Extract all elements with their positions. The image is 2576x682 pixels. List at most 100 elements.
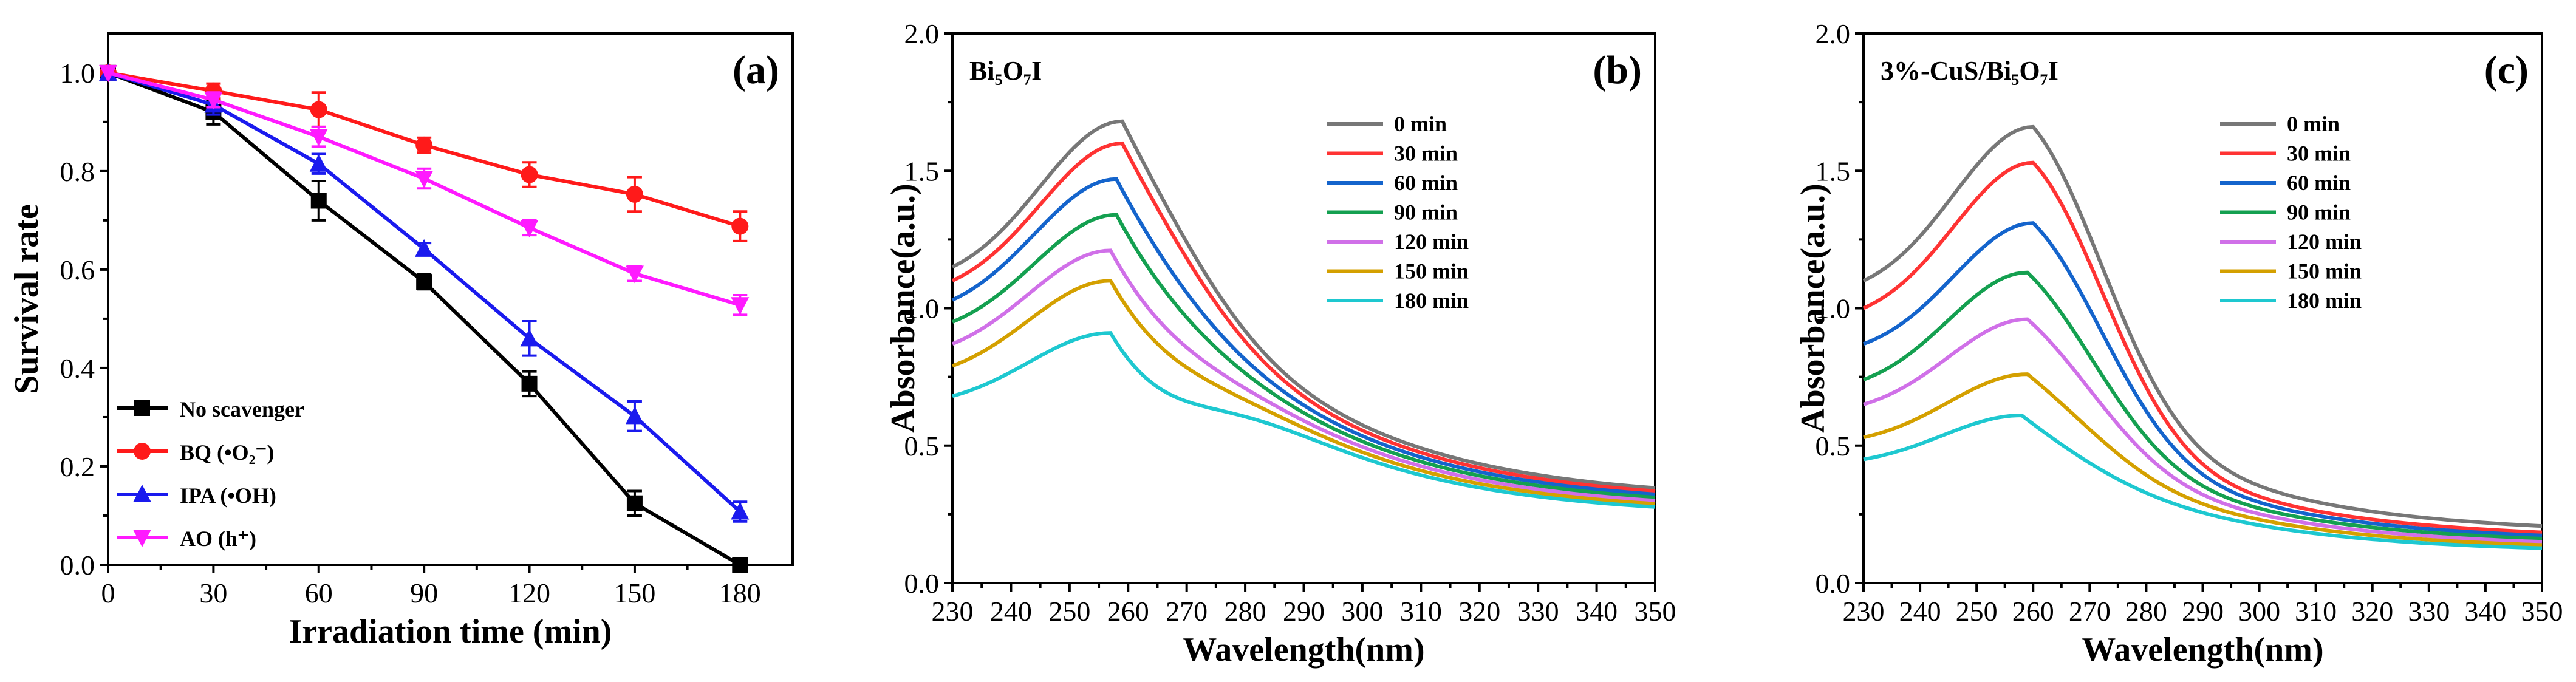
legend: 0 min 30 min 60 min 90 min 120 min 150 min 180… bbox=[1327, 112, 1469, 313]
x-tick-label: 240 bbox=[1899, 596, 1941, 627]
legend-label: 90 min bbox=[2287, 200, 2351, 225]
x-tick-label: 310 bbox=[1400, 596, 1442, 627]
x-tick-label: 300 bbox=[1341, 596, 1383, 627]
x-tick-label: 30 bbox=[199, 578, 227, 609]
data-point bbox=[520, 220, 539, 238]
panel-a-survival-chart: 0 30 60 90 120 150 180 0.0 0.2 0.4 0.6 0.8 1.0 Irradi… bbox=[8, 32, 794, 650]
x-tick-label: 290 bbox=[1283, 596, 1325, 627]
data-point bbox=[309, 129, 328, 147]
legend: 0 min 30 min 60 min 90 min 120 min 150 min 180… bbox=[2220, 112, 2362, 313]
panel-label: (a) bbox=[733, 48, 779, 92]
x-tick-label: 320 bbox=[2351, 596, 2393, 627]
x-axis-label: Wavelength(nm) bbox=[2082, 631, 2323, 669]
legend-label: No scavenger bbox=[180, 397, 304, 421]
spectrum-line-1 bbox=[951, 141, 1656, 493]
y-axis-label: Survival rate bbox=[8, 204, 46, 394]
spectrum-line-4 bbox=[951, 248, 1656, 503]
x-tick-label: 330 bbox=[2408, 596, 2450, 627]
y-tick-label: 2.0 bbox=[904, 18, 940, 49]
x-tick-label: 310 bbox=[2295, 596, 2337, 627]
x-tick-label: 260 bbox=[1107, 596, 1149, 627]
data-point bbox=[133, 485, 151, 502]
x-tick-label: 120 bbox=[508, 578, 550, 609]
spectrum-line-5 bbox=[1863, 372, 2543, 547]
data-point bbox=[416, 274, 432, 290]
data-point bbox=[309, 154, 328, 172]
data-point bbox=[626, 185, 643, 203]
data-point bbox=[99, 64, 117, 83]
y-axis-label: Absorbance(a.u.) bbox=[1794, 183, 1832, 433]
panel-c-absorbance-chart: 230 240 250 260 270 280 290 300 310 320 330 340 350 0… bbox=[1794, 18, 2563, 669]
spectrum-line-0 bbox=[951, 119, 1656, 490]
data-point bbox=[521, 166, 538, 183]
series-3 bbox=[99, 64, 750, 316]
spectrum-line-4 bbox=[1863, 317, 2543, 544]
data-point bbox=[415, 239, 434, 257]
x-tick-label: 260 bbox=[2012, 596, 2054, 627]
x-axis-label: Wavelength(nm) bbox=[1183, 631, 1424, 669]
spectrum-line-3 bbox=[1862, 270, 2543, 540]
spectrum-line-6 bbox=[1863, 413, 2543, 550]
data-point bbox=[731, 297, 750, 315]
y-tick-label: 0.0 bbox=[904, 568, 940, 599]
y-tick-label: 1.5 bbox=[904, 155, 940, 186]
x-axis-label: Irradiation time (min) bbox=[289, 613, 612, 650]
x-tick-label: 90 bbox=[410, 578, 438, 609]
data-point bbox=[310, 101, 327, 118]
data-point bbox=[133, 530, 151, 547]
legend-label: 0 min bbox=[1394, 112, 1447, 136]
x-tick-label: 300 bbox=[2238, 596, 2280, 627]
legend-label: IPA (•OH) bbox=[180, 483, 276, 508]
legend-label: BQ (•O₂⁻) bbox=[180, 440, 274, 465]
spectrum-line-0 bbox=[1862, 124, 2543, 528]
data-point bbox=[415, 136, 433, 154]
spectrum-line-3 bbox=[951, 213, 1656, 500]
x-tick-label: 230 bbox=[1843, 596, 1885, 627]
data-point bbox=[731, 217, 749, 235]
x-tick-label: 340 bbox=[1576, 596, 1618, 627]
data-point bbox=[310, 193, 327, 209]
data-point bbox=[731, 502, 750, 520]
x-tick-label: 350 bbox=[1635, 596, 1676, 627]
data-point bbox=[204, 92, 223, 110]
y-tick-label: 1.5 bbox=[1816, 155, 1851, 186]
x-tick-label: 240 bbox=[990, 596, 1032, 627]
data-point bbox=[520, 329, 539, 347]
y-tick-label: 1.0 bbox=[904, 293, 940, 324]
data-point bbox=[415, 171, 434, 189]
x-tick-label: 60 bbox=[305, 578, 333, 609]
x-tick-label: 270 bbox=[2069, 596, 2111, 627]
sample-label: 3%-CuS/Bi₅O₇I bbox=[1881, 56, 2058, 86]
legend-label: 120 min bbox=[1394, 230, 1469, 254]
y-tick-label: 2.0 bbox=[1816, 18, 1851, 49]
panel-b-absorbance-chart: 230 240 250 260 270 280 290 300 310 320 330 340 350 0… bbox=[884, 18, 1676, 669]
data-point bbox=[625, 265, 644, 284]
x-tick-label: 330 bbox=[1517, 596, 1559, 627]
x-tick-label: 0 bbox=[101, 578, 115, 609]
legend-label: 150 min bbox=[2287, 259, 2362, 284]
spectrum-line-6 bbox=[952, 331, 1656, 509]
plot-frame bbox=[107, 32, 794, 566]
sample-label: Bi₅O₇I bbox=[969, 56, 1042, 86]
data-point bbox=[134, 400, 150, 416]
data-point bbox=[625, 406, 644, 425]
x-tick-label: 150 bbox=[613, 578, 655, 609]
panel-label: (c) bbox=[2484, 48, 2529, 92]
legend-label: 180 min bbox=[2287, 288, 2362, 313]
x-tick-label: 350 bbox=[2521, 596, 2563, 627]
x-tick-label: 180 bbox=[719, 578, 761, 609]
data-point bbox=[626, 495, 643, 511]
x-tick-label: 270 bbox=[1166, 596, 1208, 627]
spectrum-line-2 bbox=[951, 177, 1656, 496]
x-tick-label: 290 bbox=[2182, 596, 2224, 627]
y-tick-label: 0.6 bbox=[60, 254, 95, 285]
y-tick-label: 0.8 bbox=[60, 156, 95, 187]
legend-label: 60 min bbox=[2287, 171, 2351, 195]
legend-label: 30 min bbox=[2287, 142, 2351, 166]
legend-label: 30 min bbox=[1394, 142, 1458, 166]
legend-label: AO (h⁺) bbox=[180, 527, 256, 551]
data-point bbox=[521, 375, 538, 392]
legend-label: 150 min bbox=[1394, 259, 1469, 284]
y-tick-label: 0.4 bbox=[60, 353, 95, 384]
spectrum-line-1 bbox=[1862, 160, 2543, 534]
